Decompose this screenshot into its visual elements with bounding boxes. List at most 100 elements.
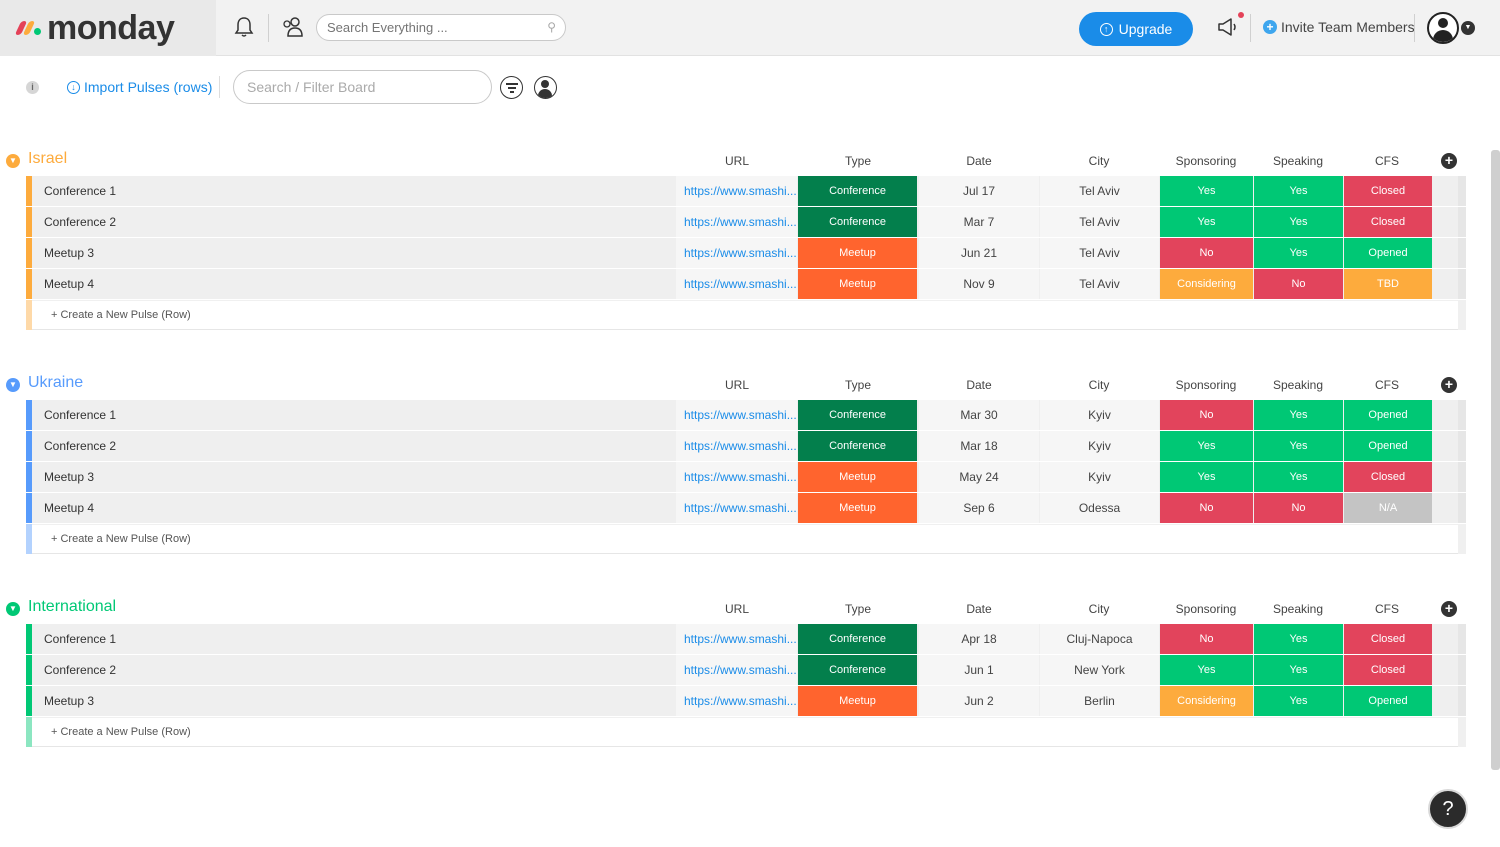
table-row[interactable]: Conference 2 https://www.smashi... Confere… bbox=[0, 207, 1480, 238]
create-pulse-row[interactable]: + Create a New Pulse (Row) bbox=[0, 524, 1480, 555]
column-header-speaking[interactable]: Speaking bbox=[1272, 378, 1324, 392]
city-cell[interactable]: Tel Aviv bbox=[1040, 269, 1159, 299]
table-row[interactable]: Conference 2 https://www.smashi... Confere… bbox=[0, 655, 1480, 686]
sponsoring-cell[interactable]: Yes bbox=[1160, 176, 1253, 206]
cfs-cell[interactable]: Closed bbox=[1344, 207, 1432, 237]
column-header-cfs[interactable]: CFS bbox=[1375, 154, 1399, 168]
date-cell[interactable]: Apr 18 bbox=[919, 624, 1039, 654]
city-cell[interactable]: Tel Aviv bbox=[1040, 238, 1159, 268]
sponsoring-cell[interactable]: No bbox=[1160, 493, 1253, 523]
table-row[interactable]: Meetup 4 https://www.smashi... Meetup Sep 6… bbox=[0, 493, 1480, 524]
table-row[interactable]: Conference 1 https://www.smashi... Confere… bbox=[0, 400, 1480, 431]
city-cell[interactable]: Kyiv bbox=[1040, 400, 1159, 430]
url-cell[interactable]: https://www.smashi... bbox=[676, 238, 797, 268]
type-cell[interactable]: Meetup bbox=[798, 493, 917, 523]
column-header-city[interactable]: City bbox=[1088, 602, 1110, 616]
cfs-cell[interactable]: Opened bbox=[1344, 238, 1432, 268]
add-column-icon[interactable]: + bbox=[1441, 601, 1457, 617]
sponsoring-cell[interactable]: No bbox=[1160, 238, 1253, 268]
pulse-name[interactable]: Meetup 3 bbox=[44, 470, 95, 484]
type-cell[interactable]: Meetup bbox=[798, 238, 917, 268]
help-button[interactable]: ? bbox=[1428, 789, 1468, 829]
logo[interactable]: monday bbox=[0, 0, 216, 56]
avatar[interactable] bbox=[1427, 12, 1459, 44]
info-icon[interactable]: i bbox=[26, 81, 39, 94]
column-header-speaking[interactable]: Speaking bbox=[1272, 602, 1324, 616]
date-cell[interactable]: Mar 30 bbox=[919, 400, 1039, 430]
global-search-input[interactable] bbox=[327, 20, 537, 35]
type-cell[interactable]: Conference bbox=[798, 176, 917, 206]
create-pulse-label[interactable]: + Create a New Pulse (Row) bbox=[51, 309, 191, 321]
table-row[interactable]: Meetup 3 https://www.smashi... Meetup May 2… bbox=[0, 462, 1480, 493]
column-header-cfs[interactable]: CFS bbox=[1375, 602, 1399, 616]
bell-icon[interactable] bbox=[231, 14, 257, 40]
url-cell[interactable]: https://www.smashi... bbox=[676, 655, 797, 685]
column-header-date[interactable]: Date bbox=[966, 378, 992, 392]
speaking-cell[interactable]: No bbox=[1254, 493, 1343, 523]
cfs-cell[interactable]: Opened bbox=[1344, 431, 1432, 461]
speaking-cell[interactable]: Yes bbox=[1254, 238, 1343, 268]
speaking-cell[interactable]: Yes bbox=[1254, 176, 1343, 206]
chevron-down-icon[interactable]: ▼ bbox=[6, 378, 20, 392]
sponsoring-cell[interactable]: Yes bbox=[1160, 207, 1253, 237]
date-cell[interactable]: Sep 6 bbox=[919, 493, 1039, 523]
type-cell[interactable]: Meetup bbox=[798, 686, 917, 716]
speaking-cell[interactable]: No bbox=[1254, 269, 1343, 299]
team-icon[interactable] bbox=[280, 14, 306, 40]
date-cell[interactable]: Jun 1 bbox=[919, 655, 1039, 685]
table-row[interactable]: Meetup 4 https://www.smashi... Meetup Nov 9… bbox=[0, 269, 1480, 300]
table-row[interactable]: Conference 1 https://www.smashi... Confere… bbox=[0, 624, 1480, 655]
city-cell[interactable]: Kyiv bbox=[1040, 462, 1159, 492]
pulse-name[interactable]: Conference 2 bbox=[44, 663, 117, 677]
date-cell[interactable]: Mar 18 bbox=[919, 431, 1039, 461]
create-pulse-row[interactable]: + Create a New Pulse (Row) bbox=[0, 300, 1480, 331]
sponsoring-cell[interactable]: Considering bbox=[1160, 686, 1253, 716]
column-header-url[interactable]: URL bbox=[724, 602, 749, 616]
type-cell[interactable]: Conference bbox=[798, 207, 917, 237]
add-column-icon[interactable]: + bbox=[1441, 153, 1457, 169]
person-filter-icon[interactable] bbox=[534, 76, 557, 99]
column-header-type[interactable]: Type bbox=[844, 602, 871, 616]
url-cell[interactable]: https://www.smashi... bbox=[676, 269, 797, 299]
url-cell[interactable]: https://www.smashi... bbox=[676, 462, 797, 492]
table-row[interactable]: Meetup 3 https://www.smashi... Meetup Jun 2… bbox=[0, 686, 1480, 717]
city-cell[interactable]: Odessa bbox=[1040, 493, 1159, 523]
city-cell[interactable]: Berlin bbox=[1040, 686, 1159, 716]
pulse-name[interactable]: Meetup 4 bbox=[44, 501, 95, 515]
column-header-date[interactable]: Date bbox=[966, 154, 992, 168]
column-header-sponsoring[interactable]: Sponsoring bbox=[1175, 154, 1237, 168]
date-cell[interactable]: Mar 7 bbox=[919, 207, 1039, 237]
global-search[interactable]: ⚲ bbox=[316, 14, 566, 41]
group-title[interactable]: International bbox=[28, 598, 117, 615]
pulse-name[interactable]: Meetup 3 bbox=[44, 694, 95, 708]
type-cell[interactable]: Conference bbox=[798, 431, 917, 461]
import-pulses-link[interactable]: ↓ Import Pulses (rows) bbox=[67, 79, 212, 95]
url-cell[interactable]: https://www.smashi... bbox=[676, 686, 797, 716]
column-header-city[interactable]: City bbox=[1088, 378, 1110, 392]
pulse-name[interactable]: Conference 1 bbox=[44, 408, 117, 422]
group-title[interactable]: Ukraine bbox=[28, 374, 84, 391]
cfs-cell[interactable]: Closed bbox=[1344, 655, 1432, 685]
cfs-cell[interactable]: Closed bbox=[1344, 176, 1432, 206]
url-cell[interactable]: https://www.smashi... bbox=[676, 431, 797, 461]
board-search-input[interactable] bbox=[247, 79, 477, 95]
pulse-name[interactable]: Conference 1 bbox=[44, 184, 117, 198]
add-column-icon[interactable]: + bbox=[1441, 377, 1457, 393]
sponsoring-cell[interactable]: No bbox=[1160, 400, 1253, 430]
type-cell[interactable]: Conference bbox=[798, 400, 917, 430]
create-pulse-row[interactable]: + Create a New Pulse (Row) bbox=[0, 717, 1480, 748]
url-cell[interactable]: https://www.smashi... bbox=[676, 176, 797, 206]
sponsoring-cell[interactable]: No bbox=[1160, 624, 1253, 654]
column-header-url[interactable]: URL bbox=[724, 154, 749, 168]
type-cell[interactable]: Conference bbox=[798, 655, 917, 685]
speaking-cell[interactable]: Yes bbox=[1254, 462, 1343, 492]
cfs-cell[interactable]: Closed bbox=[1344, 462, 1432, 492]
create-pulse-label[interactable]: + Create a New Pulse (Row) bbox=[51, 726, 191, 738]
city-cell[interactable]: Tel Aviv bbox=[1040, 176, 1159, 206]
column-header-url[interactable]: URL bbox=[724, 378, 749, 392]
create-pulse-label[interactable]: + Create a New Pulse (Row) bbox=[51, 533, 191, 545]
cfs-cell[interactable]: Opened bbox=[1344, 686, 1432, 716]
scrollbar[interactable] bbox=[1491, 150, 1500, 770]
url-cell[interactable]: https://www.smashi... bbox=[676, 624, 797, 654]
cfs-cell[interactable]: N/A bbox=[1344, 493, 1432, 523]
